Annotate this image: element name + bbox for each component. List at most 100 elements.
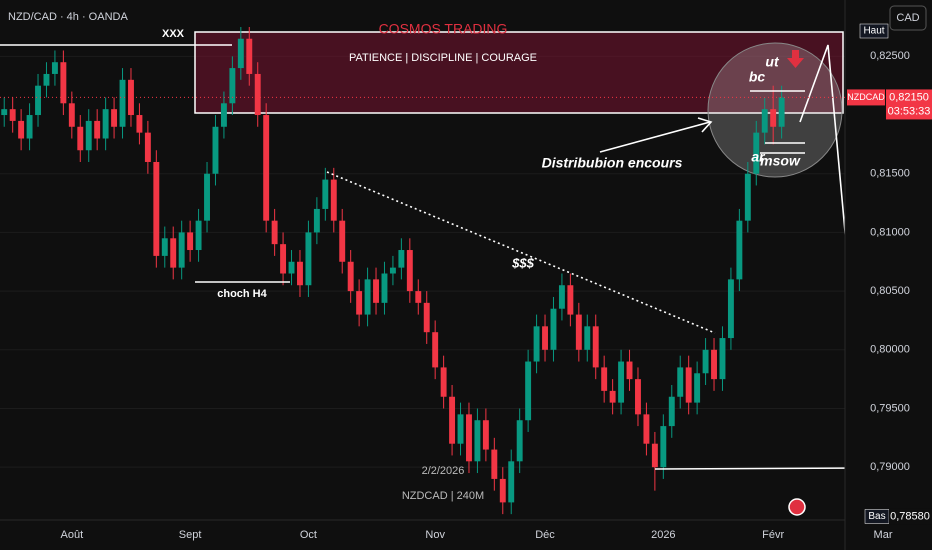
candle-body [643, 414, 650, 444]
candle-body [220, 103, 227, 127]
candle-body [68, 103, 75, 127]
candle-body [482, 420, 489, 450]
candle-body [474, 420, 481, 462]
countdown: 03:53:33 [888, 105, 931, 117]
price-tag-label: 0,78580 [890, 510, 930, 522]
candle-body [178, 232, 185, 268]
candle-body [347, 261, 354, 292]
candle-body [18, 120, 25, 139]
ut-label: ut [765, 54, 780, 70]
candle-body [567, 285, 574, 315]
choch-label: choch H4 [217, 288, 267, 300]
candle-body [558, 285, 565, 309]
candle-body [170, 238, 177, 268]
candle-body [246, 38, 253, 74]
candle-body [43, 73, 50, 86]
pointer-arrow [599, 121, 711, 153]
distribution-label: Distribubion encours [542, 155, 683, 171]
ar-label: ar [751, 149, 766, 165]
low-tag-name: Bas [868, 511, 885, 522]
candle-body [322, 179, 329, 209]
candle-body [550, 308, 557, 350]
candle-body [364, 279, 371, 315]
alert-icon[interactable] [788, 498, 806, 516]
x-tick-label: Oct [300, 529, 317, 541]
candle-body [457, 414, 464, 444]
candle-body [660, 426, 667, 468]
candle-body [313, 208, 320, 233]
price-tag [889, 508, 932, 525]
x-tick-label: Sept [179, 529, 202, 541]
candle-body [694, 373, 701, 403]
candle-body [440, 367, 447, 397]
candle-body [60, 62, 67, 104]
candle-body [271, 220, 278, 245]
candle-body [744, 173, 751, 221]
candle-body [161, 238, 168, 256]
grid [0, 55, 845, 468]
candle-body [212, 126, 219, 174]
candle-body [609, 390, 616, 403]
candle-body [508, 461, 515, 503]
candle-body [415, 291, 422, 303]
candle-body [263, 115, 270, 221]
candle-body [525, 361, 532, 421]
y-tick-label: 0,80000 [870, 344, 910, 356]
y-tick-label: 0,79000 [870, 461, 910, 473]
brand: COSMOS TRADING [379, 21, 508, 37]
x-tick-label: Nov [425, 529, 445, 541]
x-tick-label: Août [61, 529, 84, 541]
candle-body [77, 126, 84, 151]
candle-body [736, 220, 743, 280]
candle-body [153, 161, 160, 256]
candle-body [533, 326, 540, 362]
candle-body [651, 443, 658, 468]
candle-body [711, 349, 717, 380]
supply-zone [194, 31, 844, 114]
candle-body [102, 109, 109, 139]
candle-body [339, 220, 346, 262]
currency[interactable]: CAD [896, 12, 919, 24]
liquidity-label: $$$ [511, 255, 534, 270]
candle-body [449, 396, 456, 444]
candle-body [466, 414, 472, 462]
candle-body [9, 109, 16, 121]
candle-body [280, 244, 287, 274]
candle-body [423, 302, 430, 333]
candle-body [229, 68, 236, 104]
target-line [654, 467, 869, 470]
candle-body [297, 261, 303, 286]
candle-body [626, 361, 633, 380]
high-tag-label: Haut [863, 26, 884, 37]
bc-label: bc [749, 69, 766, 85]
candle-body [491, 449, 498, 479]
candle-body [136, 115, 143, 133]
candle-body [685, 367, 692, 403]
candle-body [85, 120, 92, 151]
candle-body [111, 109, 118, 127]
candle-body [389, 267, 396, 274]
candle-body [584, 326, 591, 350]
candle-body [575, 314, 582, 350]
candles [1, 26, 785, 515]
candle-body [499, 478, 506, 503]
y-tick-label: 0,81000 [870, 226, 910, 238]
currency-button[interactable] [889, 5, 927, 31]
candle-body [1, 109, 8, 116]
candle-body [516, 420, 523, 462]
x-tick-label: Mar [874, 529, 893, 541]
symbol-watermark: NZDCAD | 240M [402, 490, 484, 502]
candle-body [592, 326, 599, 368]
candle-body [305, 232, 312, 286]
candle-body [237, 38, 244, 69]
candle-body [778, 97, 785, 127]
candle-body [128, 79, 134, 116]
candle-body [356, 291, 363, 315]
candle-body [432, 332, 439, 368]
symbol-title: NZD/CAD · 4h · OANDA [8, 11, 128, 23]
candle-body [618, 361, 625, 403]
candle-body [187, 232, 194, 251]
candle-body [94, 120, 101, 139]
candle-body [35, 85, 41, 116]
